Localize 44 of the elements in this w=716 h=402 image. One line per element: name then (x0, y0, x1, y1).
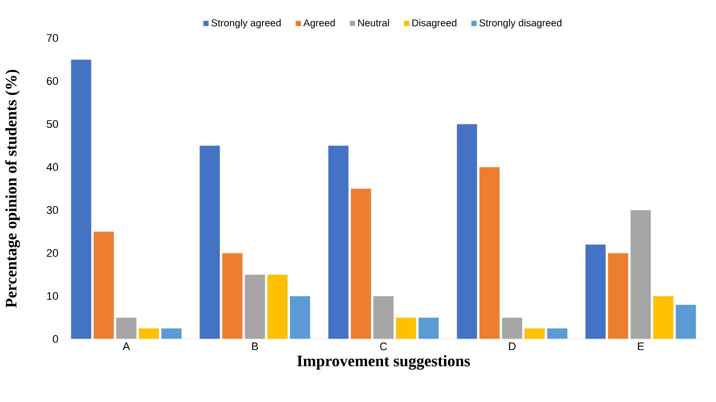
y-tick-label: 10 (47, 292, 58, 300)
x-tick-label: B (252, 342, 258, 350)
bar (396, 317, 417, 339)
bar (199, 145, 220, 339)
y-tick-label: 30 (46, 206, 58, 214)
bar (222, 252, 243, 339)
x-tick-label: D (509, 342, 516, 350)
x-tick-label: A (122, 342, 130, 350)
bar (350, 188, 372, 339)
x-tick-label: C (380, 342, 388, 350)
bar (116, 317, 137, 339)
bar (138, 328, 160, 339)
bar (266, 274, 288, 339)
bar (290, 296, 311, 339)
legend-label: Agreed (303, 19, 335, 28)
bar (630, 210, 652, 339)
bar (502, 317, 523, 339)
y-tick-label: 40 (46, 163, 58, 171)
bar (608, 252, 629, 339)
bar (456, 124, 478, 339)
x-tick-label: E (638, 342, 644, 350)
y-tick-label: 60 (46, 77, 58, 85)
bar (244, 274, 266, 339)
legend-label: Strongly disagreed (479, 19, 562, 28)
bar (479, 166, 500, 339)
bar (70, 59, 92, 339)
y-tick-label: 20 (46, 249, 58, 257)
bar (675, 304, 696, 339)
legend-label: Neutral (358, 19, 389, 26)
y-tick-label: 50 (46, 120, 58, 128)
x-axis-title: Improvement suggestions (297, 355, 470, 370)
y-tick-label: 0 (52, 335, 58, 343)
bar (585, 244, 606, 339)
bar (328, 145, 349, 339)
legend-label: Strongly agreed (211, 19, 281, 28)
bar (161, 328, 182, 339)
bar (418, 317, 440, 339)
bar (93, 231, 114, 339)
y-tick-label: 70 (46, 34, 58, 42)
bar (524, 328, 545, 339)
bar (652, 296, 674, 339)
bar (373, 296, 394, 339)
legend-label: Disagreed (412, 19, 456, 28)
y-axis-title: Percentage opinion of students (%) (5, 70, 20, 308)
